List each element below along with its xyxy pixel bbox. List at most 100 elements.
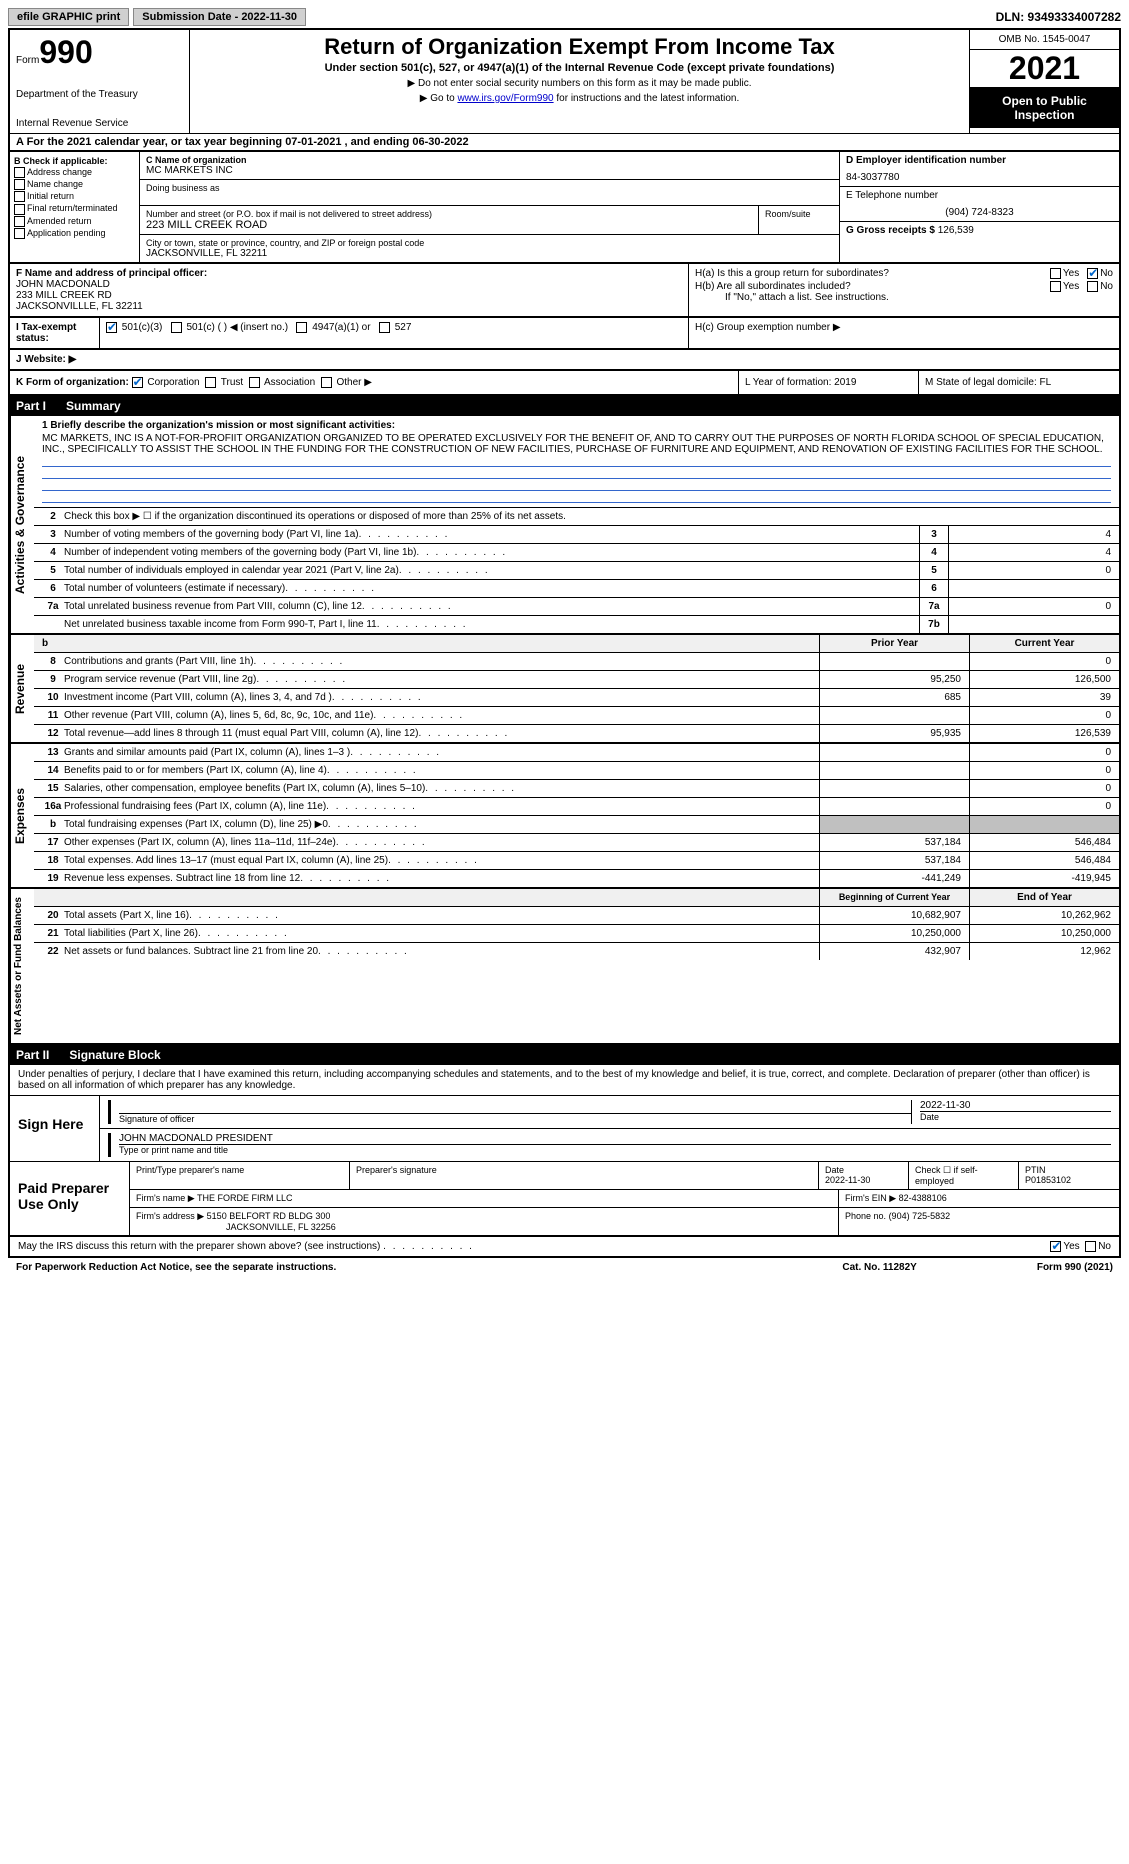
officer-printed: JOHN MACDONALD PRESIDENT [119,1133,1111,1144]
data-row: 20Total assets (Part X, line 16)10,682,9… [34,907,1119,925]
ein-value: 84-3037780 [846,172,1113,183]
org-city: JACKSONVILLE, FL 32211 [146,248,833,259]
cb-ha-no[interactable] [1087,268,1098,279]
cb-trust[interactable] [205,377,216,388]
section-h: H(a) Is this a group return for subordin… [689,264,1119,316]
section-hc: H(c) Group exemption number ▶ [689,318,1119,348]
gov-row: 3Number of voting members of the governi… [34,526,1119,544]
dln-text: DLN: 93493334007282 [996,10,1121,24]
data-row: 16aProfessional fundraising fees (Part I… [34,798,1119,816]
data-row: 14Benefits paid to or for members (Part … [34,762,1119,780]
discuss-row: May the IRS discuss this return with the… [8,1237,1121,1258]
data-row: 19Revenue less expenses. Subtract line 1… [34,870,1119,887]
vert-revenue: Revenue [10,635,34,742]
cb-4947[interactable] [296,322,307,333]
tax-status: 501(c)(3) 501(c) ( ) ◀ (insert no.) 4947… [100,318,689,348]
vert-netassets: Net Assets or Fund Balances [10,889,34,1043]
form-header: Form990 Department of the Treasury Inter… [8,28,1121,133]
cb-other[interactable] [321,377,332,388]
part1-header: Part I Summary [8,396,1121,416]
top-bar: efile GRAPHIC print Submission Date - 20… [8,8,1121,26]
form-title: Return of Organization Exempt From Incom… [194,34,965,60]
firm-name: THE FORDE FIRM LLC [197,1193,293,1203]
paid-preparer-label: Paid Preparer Use Only [10,1162,130,1235]
footer: For Paperwork Reduction Act Notice, see … [8,1258,1121,1277]
section-j: J Website: ▶ [8,350,1121,371]
data-row: 18Total expenses. Add lines 13–17 (must … [34,852,1119,870]
cb-name-change[interactable]: Name change [14,179,135,190]
irs-link[interactable]: www.irs.gov/Form990 [457,93,553,104]
netassets-block: Net Assets or Fund Balances Beginning of… [8,889,1121,1045]
section-l: L Year of formation: 2019 [739,371,919,394]
data-row: 12Total revenue—add lines 8 through 11 (… [34,725,1119,742]
data-row: 13Grants and similar amounts paid (Part … [34,744,1119,762]
section-i-label: I Tax-exempt status: [10,318,100,348]
org-address: 223 MILL CREEK ROAD [146,219,752,231]
data-row: 21Total liabilities (Part X, line 26)10,… [34,925,1119,943]
open-public-badge: Open to Public Inspection [970,88,1119,128]
form-label: Form [16,55,39,66]
form-number: 990 [39,34,92,70]
cb-discuss-no[interactable] [1085,1241,1096,1252]
section-d: D Employer identification number 84-3037… [839,152,1119,262]
vert-activities: Activities & Governance [10,416,34,633]
section-f: F Name and address of principal officer:… [10,264,689,316]
vert-expenses: Expenses [10,744,34,887]
firm-ein: 82-4388106 [899,1193,947,1203]
data-row: 17Other expenses (Part IX, column (A), l… [34,834,1119,852]
section-b: B Check if applicable: Address change Na… [10,152,140,262]
data-row: bTotal fundraising expenses (Part IX, co… [34,816,1119,834]
instruction-1: ▶ Do not enter social security numbers o… [194,78,965,89]
mission-text: MC MARKETS, INC IS A NOT-FOR-PROFIIT ORG… [42,433,1111,455]
firm-phone: (904) 725-5832 [889,1211,951,1221]
efile-button[interactable]: efile GRAPHIC print [8,8,129,26]
gov-row: Net unrelated business taxable income fr… [34,616,1119,633]
omb-number: OMB No. 1545-0047 [970,30,1119,50]
data-row: 15Salaries, other compensation, employee… [34,780,1119,798]
cb-ha-yes[interactable] [1050,268,1061,279]
officer-name: JOHN MACDONALD [16,279,682,290]
cb-corp[interactable] [132,377,143,388]
cb-527[interactable] [379,322,390,333]
cb-501c[interactable] [171,322,182,333]
section-m: M State of legal domicile: FL [919,371,1119,394]
cb-hb-no[interactable] [1087,281,1098,292]
data-row: 10Investment income (Part VIII, column (… [34,689,1119,707]
cb-initial-return[interactable]: Initial return [14,191,135,202]
data-row: 8Contributions and grants (Part VIII, li… [34,653,1119,671]
row-kl: K Form of organization: Corporation Trus… [8,371,1121,396]
cb-application[interactable]: Application pending [14,228,135,239]
cb-hb-yes[interactable] [1050,281,1061,292]
gov-row: 7aTotal unrelated business revenue from … [34,598,1119,616]
dept-text: Department of the Treasury [16,89,183,100]
form-subtitle: Under section 501(c), 527, or 4947(a)(1)… [194,62,965,74]
gov-row: 4Number of independent voting members of… [34,544,1119,562]
activities-governance: Activities & Governance 1 Briefly descri… [8,416,1121,635]
data-row: 11Other revenue (Part VIII, column (A), … [34,707,1119,725]
section-a: A For the 2021 calendar year, or tax yea… [8,133,1121,152]
data-row: 22Net assets or fund balances. Subtract … [34,943,1119,960]
phone-value: (904) 724-8323 [846,207,1113,218]
ptin-value: P01853102 [1025,1175,1071,1185]
irs-text: Internal Revenue Service [16,118,183,129]
cb-address-change[interactable]: Address change [14,167,135,178]
tax-year: 2021 [970,50,1119,88]
submission-button[interactable]: Submission Date - 2022-11-30 [133,8,306,26]
gov-row: 6Total number of volunteers (estimate if… [34,580,1119,598]
org-name: MC MARKETS INC [146,165,833,176]
cb-discuss-yes[interactable] [1050,1241,1061,1252]
cb-final-return[interactable]: Final return/terminated [14,203,135,214]
signature-block: Under penalties of perjury, I declare th… [8,1065,1121,1237]
main-info-block: B Check if applicable: Address change Na… [8,152,1121,264]
cb-amended[interactable]: Amended return [14,216,135,227]
expenses-block: Expenses 13Grants and similar amounts pa… [8,744,1121,889]
row-ij: I Tax-exempt status: 501(c)(3) 501(c) ( … [8,318,1121,350]
revenue-block: Revenue bPrior YearCurrent Year 8Contrib… [8,635,1121,744]
section-k: K Form of organization: Corporation Trus… [10,371,739,394]
cb-assoc[interactable] [249,377,260,388]
gross-receipts: 126,539 [938,225,974,236]
sig-intro: Under penalties of perjury, I declare th… [10,1065,1119,1096]
section-c: C Name of organization MC MARKETS INC Do… [140,152,839,262]
cb-501c3[interactable] [106,322,117,333]
gov-row: 5Total number of individuals employed in… [34,562,1119,580]
